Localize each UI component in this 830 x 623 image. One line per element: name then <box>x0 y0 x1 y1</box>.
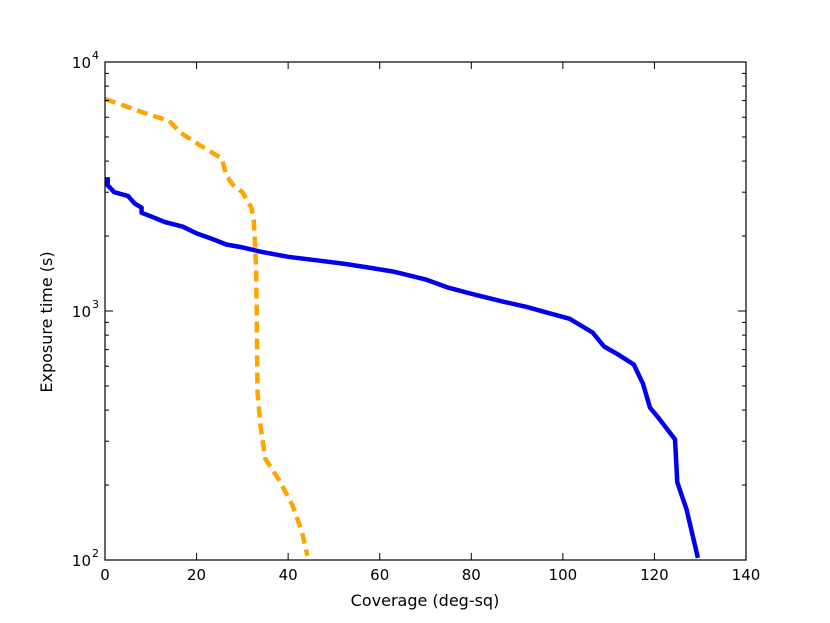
x-tick-label: 100 <box>549 566 578 584</box>
x-axis-label: Coverage (deg-sq) <box>351 591 500 610</box>
plot-border <box>104 61 747 561</box>
x-tick-label: 20 <box>187 566 206 584</box>
x-tick-label: 80 <box>462 566 481 584</box>
series-line-2 <box>105 96 310 557</box>
y-tick-label: 10 <box>72 303 91 321</box>
y-tick-label: 10 <box>72 54 91 72</box>
series-layer <box>105 96 701 559</box>
y-tick-exponent: 4 <box>92 49 99 62</box>
y-axis-label: Exposure time (s) <box>37 251 56 392</box>
x-tick-label: 120 <box>640 566 669 584</box>
x-tick-label: 60 <box>370 566 389 584</box>
y-tick-exponent: 3 <box>92 298 99 311</box>
x-tick-label: 140 <box>732 566 761 584</box>
x-axis: 0 20 40 60 80 100 120 140 <box>100 62 760 584</box>
x-tick-label: 40 <box>279 566 298 584</box>
y-tick-label: 10 <box>72 552 91 570</box>
series-line-1 <box>105 177 701 559</box>
x-tick-label: 0 <box>100 566 110 584</box>
plot-frame <box>104 61 747 561</box>
y-tick-exponent: 2 <box>92 547 99 560</box>
